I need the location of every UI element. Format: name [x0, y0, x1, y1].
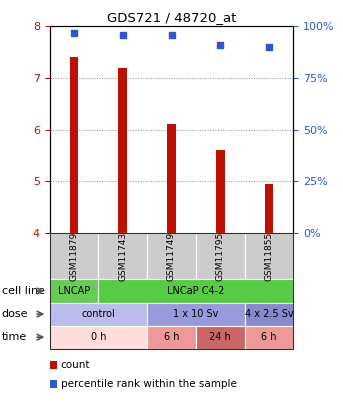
Text: control: control: [82, 309, 115, 319]
Text: cell line: cell line: [2, 286, 45, 296]
Point: [169, 31, 174, 38]
Text: LNCaP C4-2: LNCaP C4-2: [167, 286, 225, 296]
Text: 1 x 10 Sv: 1 x 10 Sv: [173, 309, 218, 319]
Text: 24 h: 24 h: [209, 332, 231, 342]
Point: [71, 29, 77, 36]
Text: percentile rank within the sample: percentile rank within the sample: [61, 379, 237, 389]
Text: GDS721 / 48720_at: GDS721 / 48720_at: [107, 11, 236, 24]
Point: [120, 31, 126, 38]
Text: 6 h: 6 h: [261, 332, 277, 342]
Bar: [118, 68, 127, 233]
Text: LNCAP: LNCAP: [58, 286, 90, 296]
Text: 0 h: 0 h: [91, 332, 106, 342]
Bar: [70, 58, 79, 233]
Point: [266, 44, 272, 50]
Text: GSM11879: GSM11879: [70, 232, 79, 281]
Text: time: time: [2, 332, 27, 342]
Text: 4 x 2.5 Sv: 4 x 2.5 Sv: [245, 309, 293, 319]
Text: dose: dose: [2, 309, 28, 319]
Bar: [216, 150, 225, 233]
Bar: [167, 124, 176, 233]
Text: GSM11743: GSM11743: [118, 232, 127, 281]
Text: GSM11855: GSM11855: [264, 232, 273, 281]
Text: GSM11749: GSM11749: [167, 232, 176, 281]
Bar: [264, 184, 273, 233]
Text: 6 h: 6 h: [164, 332, 179, 342]
Point: [217, 42, 223, 48]
Text: count: count: [61, 360, 90, 370]
Text: GSM11795: GSM11795: [216, 232, 225, 281]
